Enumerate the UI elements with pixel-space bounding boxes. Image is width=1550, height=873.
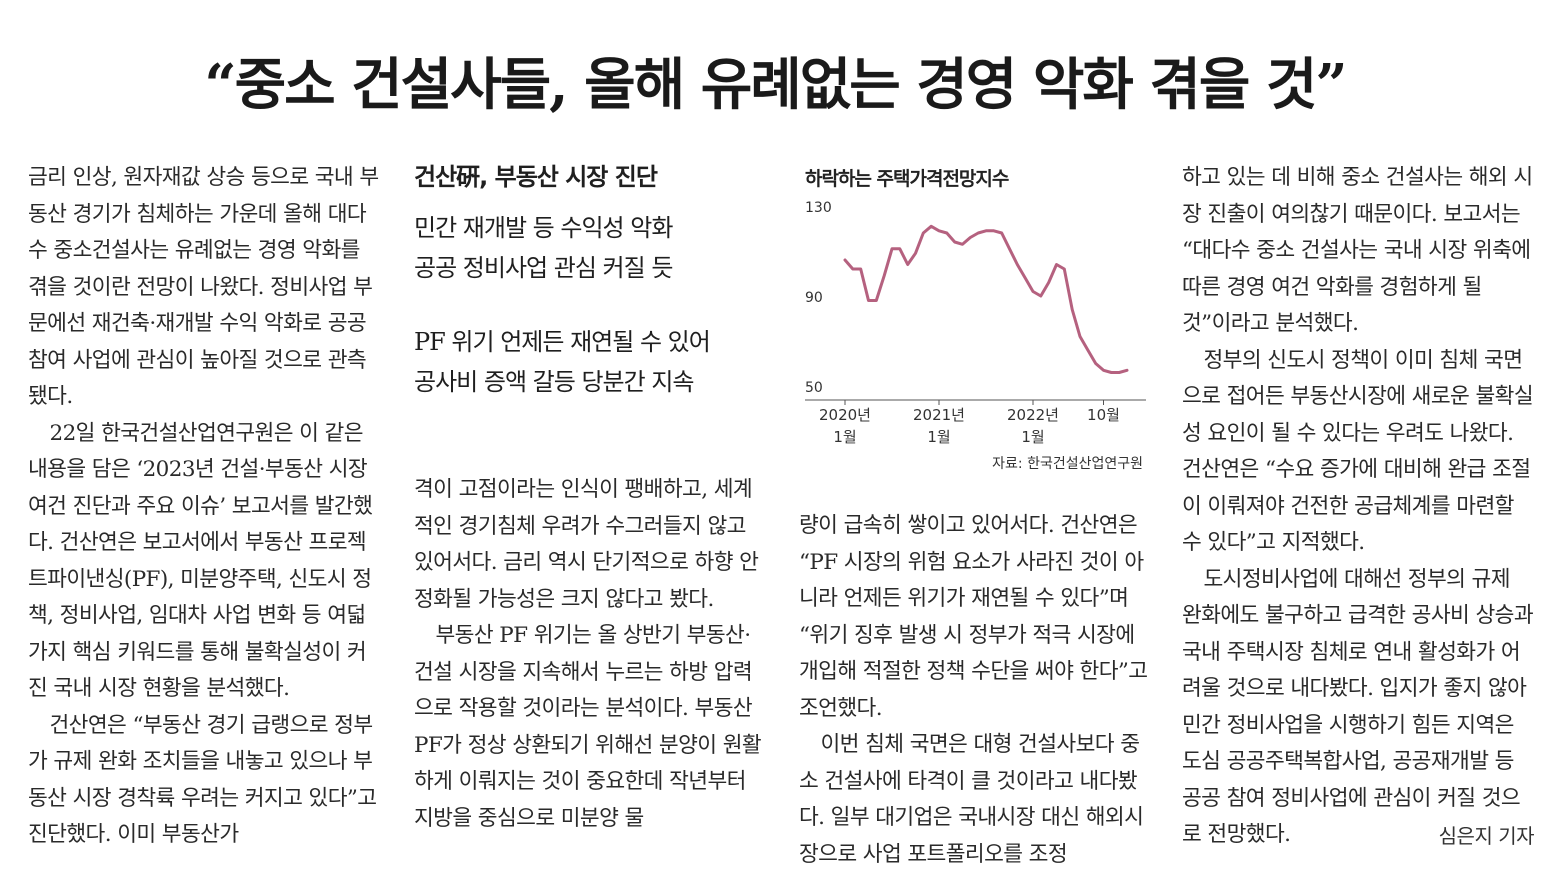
- paragraph: 건산연은 “부동산 경기 급랭으로 정부가 규제 완화 조치들을 내놓고 있으나…: [28, 712, 377, 848]
- subhead-kicker: 건산硏, 부동산 시장 진단: [414, 163, 658, 191]
- paragraph: 이번 침체 국면은 대형 건설사보다 중소 건설사에 타격이 클 것이라고 내다…: [799, 732, 1144, 867]
- x-tick-label: 2020년: [819, 406, 871, 424]
- x-tick-label: 2022년: [1007, 406, 1059, 424]
- paragraph: 하고 있는 데 비해 중소 건설사는 해외 시장 진출이 여의찮기 때문이다. …: [1182, 165, 1533, 336]
- paragraph: 부동산 PF 위기는 올 상반기 부동산·건설 시장을 지속해서 누르는 하방 …: [414, 623, 762, 831]
- chart-title: 하락하는 주택가격전망지수: [805, 168, 1009, 190]
- subhead-line: PF 위기 언제든 재연될 수 있어: [414, 328, 711, 356]
- x-tick-label: 1월: [1021, 428, 1044, 446]
- paragraph: 정부의 신도시 정책이 이미 침체 국면으로 접어든 부동산시장에 새로운 불확…: [1182, 347, 1534, 556]
- subhead-line: 공공 정비사업 관심 커질 듯: [414, 254, 673, 282]
- x-tick-label: 10월: [1087, 406, 1120, 424]
- paragraph: 격이 고점이라는 인식이 팽배하고, 세계적인 경기침체 우려가 수그러들지 않…: [414, 477, 759, 612]
- subhead-line: 공사비 증액 갈등 당분간 지속: [414, 368, 694, 396]
- y-tick-label: 130: [805, 200, 832, 216]
- y-tick-label: 50: [805, 380, 823, 396]
- paragraph: 량이 급속히 쌓이고 있어서다. 건산연은 “PF 시장의 위험 요소가 사라진…: [799, 513, 1148, 721]
- paragraph: 22일 한국건설산업연구원은 이 같은 내용을 담은 ‘2023년 건설·부동산…: [28, 420, 373, 702]
- paragraph: 도시정비사업에 대해선 정부의 규제 완화에도 불구하고 급격한 공사비 상승과…: [1182, 566, 1534, 848]
- subheadline-box: 건산硏, 부동산 시장 진단 민간 재개발 등 수익성 악화 공공 정비사업 관…: [414, 160, 774, 402]
- x-tick-label: 2021년: [913, 406, 965, 424]
- headline: “중소 건설사들, 올해 유례없는 경영 악화 겪을 것”: [204, 52, 1347, 118]
- series-line: [843, 224, 1129, 374]
- article-column-4: 하고 있는 데 비해 중소 건설사는 해외 시장 진출이 여의찮기 때문이다. …: [1182, 160, 1534, 854]
- chart-source: 자료: 한국건설산업연구원: [992, 456, 1143, 472]
- x-tick-label: 1월: [833, 428, 856, 446]
- article-column-1: 금리 인상, 원자재값 상승 등으로 국내 부동산 경기가 침체하는 가운데 올…: [28, 160, 383, 854]
- y-tick-label: 90: [805, 290, 823, 306]
- subhead-line: 민간 재개발 등 수익성 악화: [414, 214, 673, 242]
- byline: 심은지 기자: [1438, 824, 1535, 848]
- x-tick-label: 1월: [927, 428, 950, 446]
- paragraph: 금리 인상, 원자재값 상승 등으로 국내 부동산 경기가 침체하는 가운데 올…: [28, 165, 379, 409]
